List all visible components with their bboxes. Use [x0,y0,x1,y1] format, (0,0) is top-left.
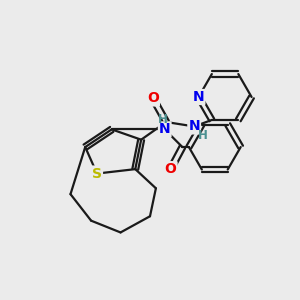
Text: H: H [158,113,168,127]
Text: N: N [188,119,200,134]
Text: N: N [193,90,204,104]
Text: S: S [92,167,102,181]
Text: H: H [198,129,208,142]
Text: O: O [147,92,159,106]
Text: O: O [165,162,176,176]
Text: N: N [159,122,170,136]
